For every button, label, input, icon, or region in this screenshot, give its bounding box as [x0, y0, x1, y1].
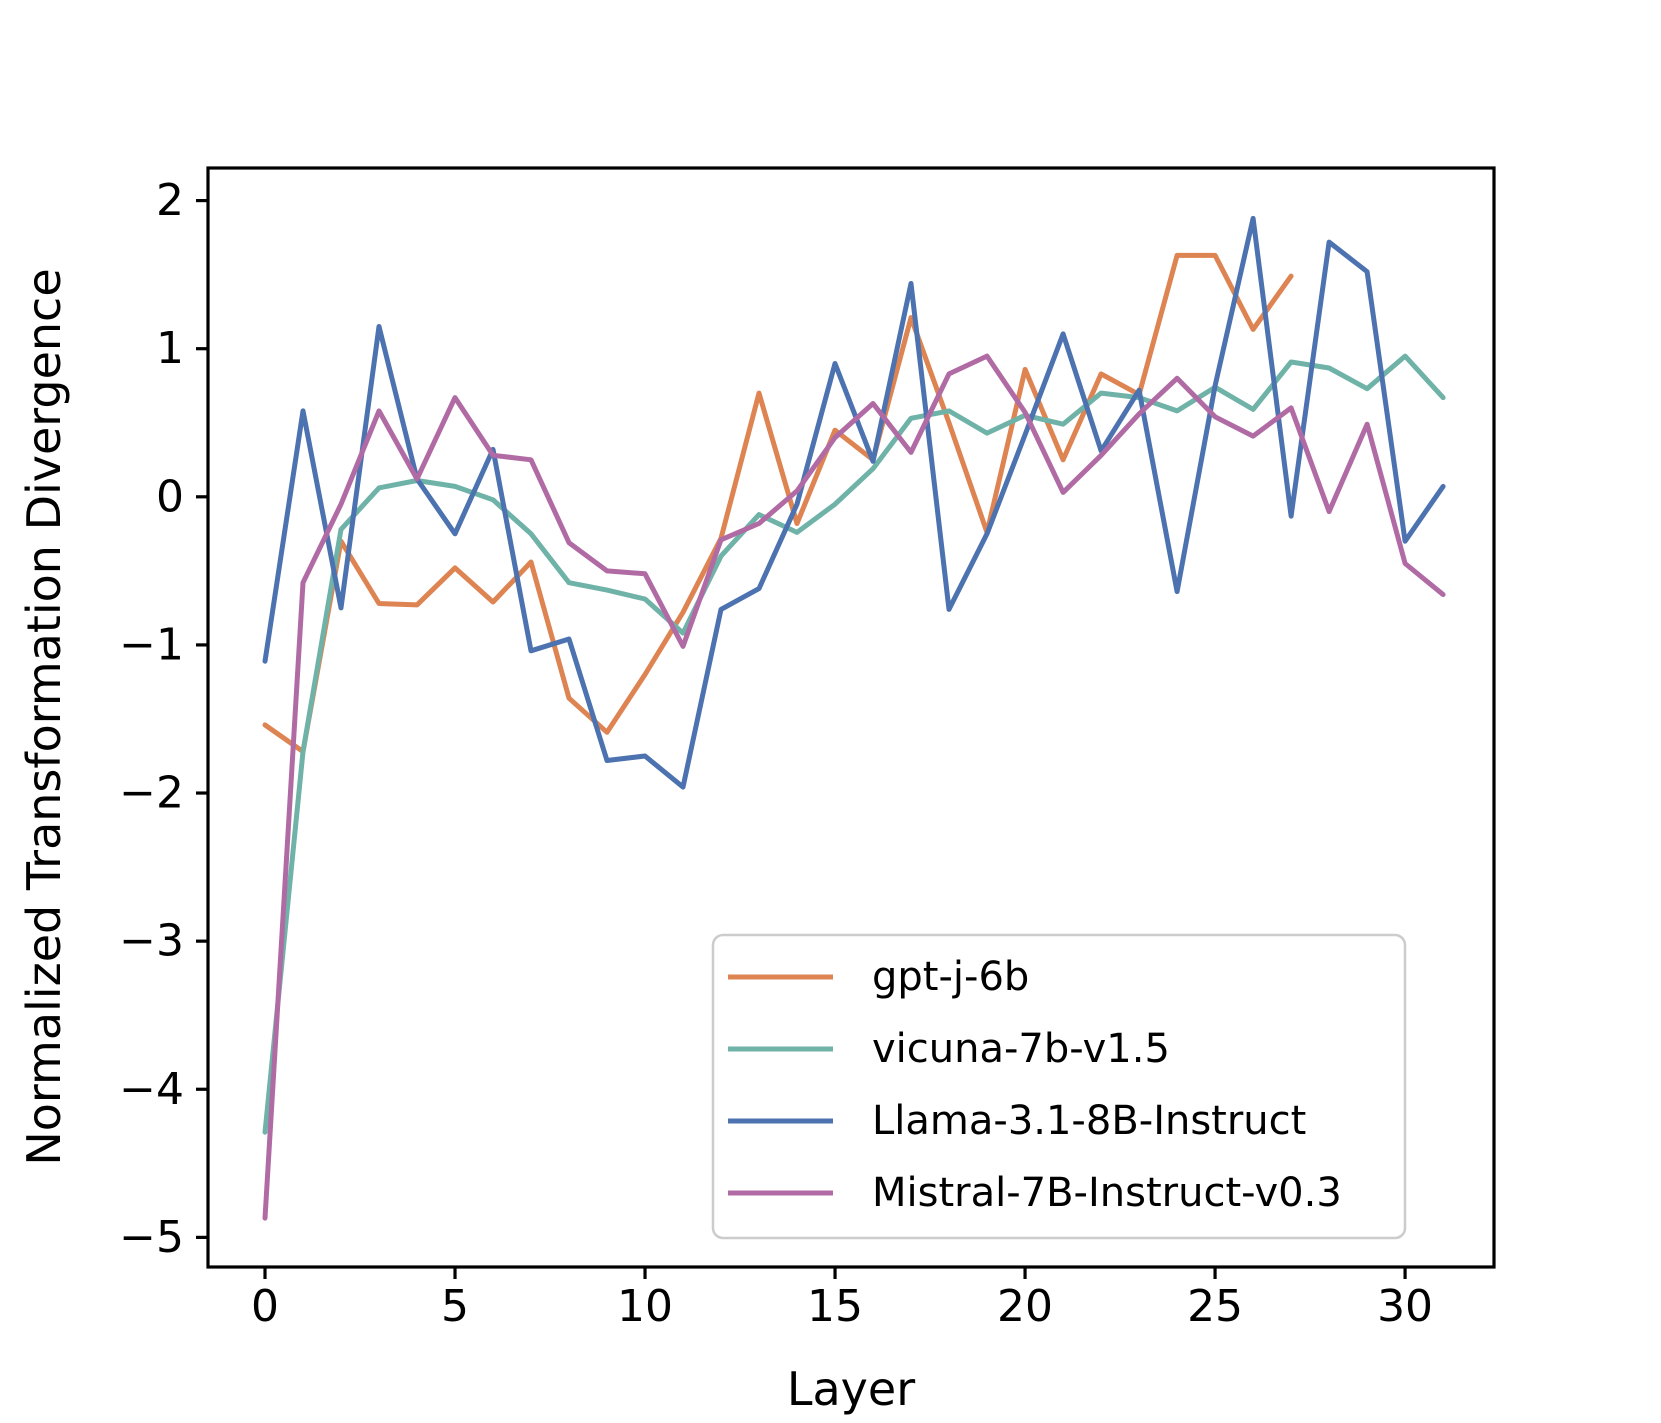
y-tick-label: −3	[119, 916, 184, 967]
legend-item: gpt-j-6b	[728, 954, 1029, 1000]
y-tick-label: −1	[119, 619, 184, 670]
x-tick-label: 15	[807, 1281, 863, 1332]
y-tick-label: −2	[119, 768, 184, 819]
x-tick-label: 0	[251, 1281, 279, 1332]
series-line-vicuna-7b-v1.5	[262, 353, 1446, 1135]
series-line-Llama-3.1-8B-Instruct	[262, 215, 1446, 790]
legend-box	[711, 933, 1407, 1240]
y-tick-label: 1	[156, 323, 184, 374]
legend-item: Llama-3.1-8B-Instruct	[728, 1098, 1306, 1144]
series-line-Mistral-7B-Instruct-v0.3	[262, 353, 1446, 1221]
x-tick-label: 30	[1377, 1281, 1433, 1332]
legend-item: Mistral-7B-Instruct-v0.3	[728, 1170, 1342, 1216]
y-tick-label: 0	[156, 471, 184, 522]
y-tick-label: 2	[156, 175, 184, 226]
y-tick-label: −4	[119, 1064, 184, 1115]
series-lines	[262, 215, 1446, 1221]
legend-item: vicuna-7b-v1.5	[728, 1026, 1170, 1072]
plot-frame	[206, 166, 1496, 1269]
legend-label-mistral-7b-instruct-v0.3: Mistral-7B-Instruct-v0.3	[872, 1170, 1342, 1216]
x-tick-label: 20	[997, 1281, 1053, 1332]
series-line-gpt-j-6b	[262, 252, 1294, 755]
x-tick-label: 25	[1187, 1281, 1243, 1332]
y-tick-label: −5	[119, 1212, 184, 1263]
x-axis-label: Layer	[787, 1362, 915, 1416]
legend: gpt-j-6b vicuna-7b-v1.5 Llama-3.1-8B-Ins…	[711, 933, 1407, 1240]
legend-label-gpt-j-6b: gpt-j-6b	[872, 954, 1029, 1000]
legend-label-llama-3.1-8b-instruct: Llama-3.1-8B-Instruct	[872, 1098, 1306, 1144]
y-axis-label: Normalized Transformation Divergence	[17, 268, 71, 1165]
legend-label-vicuna-7b-v1.5: vicuna-7b-v1.5	[872, 1026, 1170, 1072]
x-tick-label: 10	[617, 1281, 673, 1332]
x-tick-label: 5	[441, 1281, 469, 1332]
